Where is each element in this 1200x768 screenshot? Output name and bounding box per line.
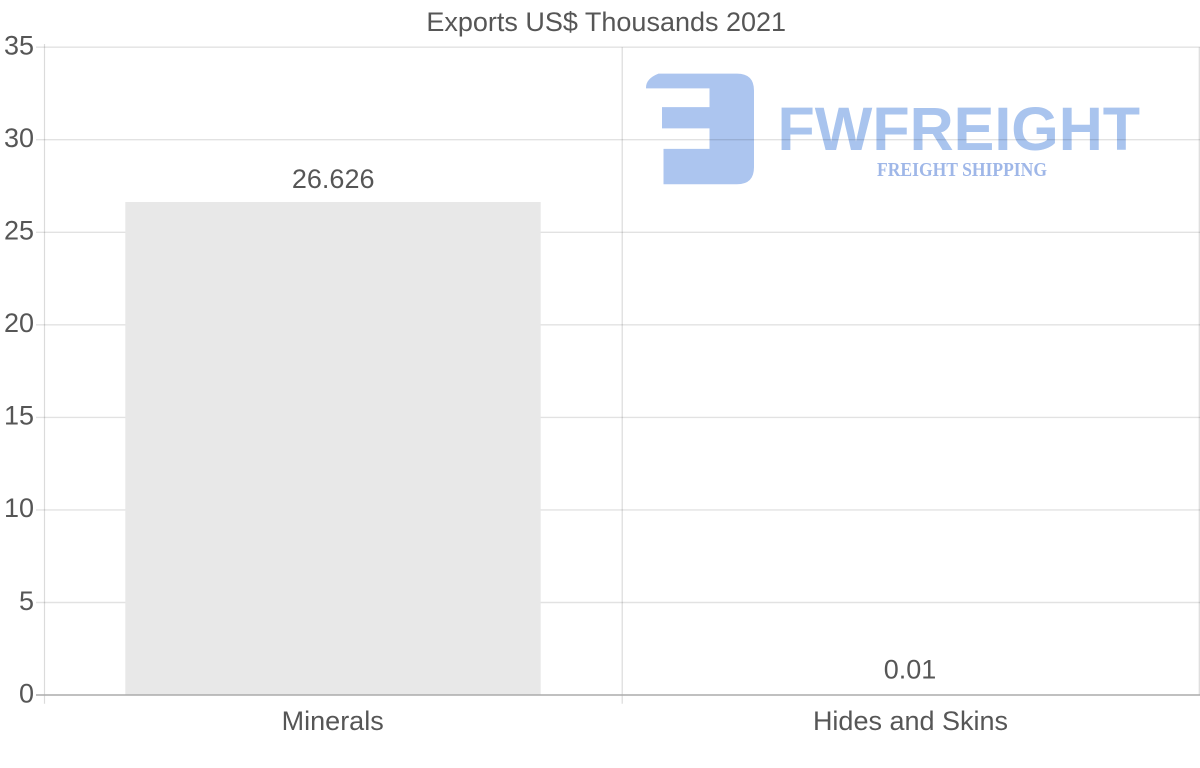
- svg-text:15: 15: [4, 401, 34, 431]
- svg-text:35: 35: [4, 31, 34, 61]
- svg-text:0.01: 0.01: [884, 655, 937, 685]
- svg-text:Exports US$ Thousands 2021: Exports US$ Thousands 2021: [426, 7, 786, 37]
- svg-text:20: 20: [4, 308, 34, 338]
- svg-text:FREIGHT SHIPPING: FREIGHT SHIPPING: [877, 159, 1047, 181]
- svg-text:Hides and Skins: Hides and Skins: [813, 706, 1008, 736]
- svg-text:10: 10: [4, 493, 34, 523]
- svg-text:5: 5: [19, 586, 34, 616]
- svg-text:30: 30: [4, 123, 34, 153]
- svg-text:26.626: 26.626: [292, 164, 375, 194]
- svg-text:FWFREIGHT: FWFREIGHT: [778, 95, 1141, 163]
- svg-text:0: 0: [19, 678, 34, 708]
- svg-text:Minerals: Minerals: [282, 706, 384, 736]
- svg-text:25: 25: [4, 216, 34, 246]
